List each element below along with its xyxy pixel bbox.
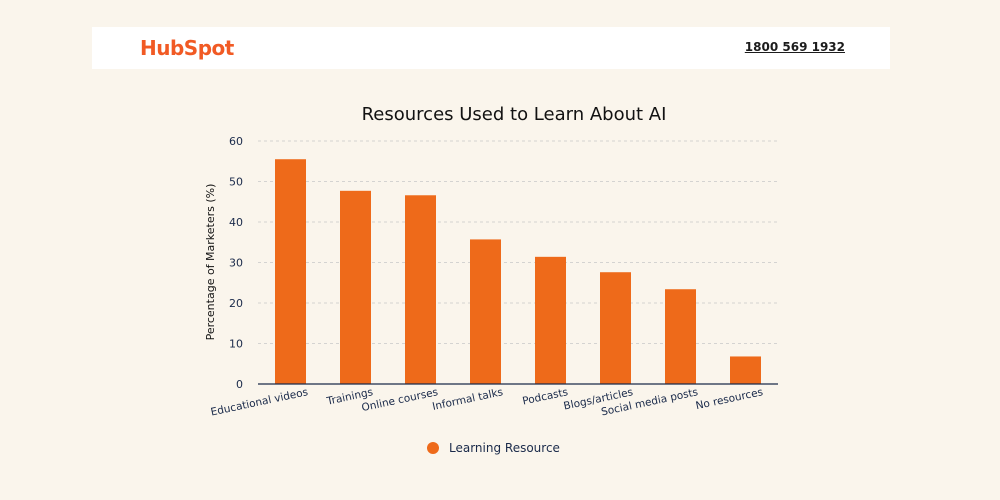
header-bar: HubSpot 1800 569 1932 (92, 27, 890, 69)
y-axis-ticks: 0 10 20 30 40 50 60 (229, 135, 243, 391)
y-tick-label: 20 (229, 297, 243, 310)
grid-lines (258, 140, 778, 344)
y-tick-label: 40 (229, 216, 243, 229)
phone-link[interactable]: 1800 569 1932 (744, 40, 845, 54)
legend: Learning Resource (427, 441, 560, 455)
bar (600, 272, 631, 384)
bar (405, 195, 436, 384)
x-tick-label: Podcasts (521, 386, 569, 407)
y-axis-title: Percentage of Marketers (%) (204, 184, 217, 341)
bar (340, 190, 371, 384)
bar (275, 159, 306, 384)
bar (470, 239, 501, 384)
chart-title: Resources Used to Learn About AI (362, 104, 667, 125)
bars (275, 159, 761, 384)
x-tick-label: No resources (695, 386, 765, 412)
legend-label: Learning Resource (449, 441, 560, 455)
hubspot-logo[interactable]: HubSpot (140, 36, 234, 60)
x-tick-label: Informal talks (431, 386, 504, 413)
y-tick-label: 10 (229, 338, 243, 351)
y-tick-label: 0 (236, 378, 243, 391)
y-tick-label: 50 (229, 176, 243, 189)
bar (535, 256, 566, 384)
bar (665, 289, 696, 384)
y-tick-label: 30 (229, 257, 243, 270)
x-tick-label: Educational videos (210, 386, 309, 418)
y-tick-label: 60 (229, 135, 243, 148)
bar (730, 356, 761, 384)
legend-swatch (427, 442, 439, 454)
